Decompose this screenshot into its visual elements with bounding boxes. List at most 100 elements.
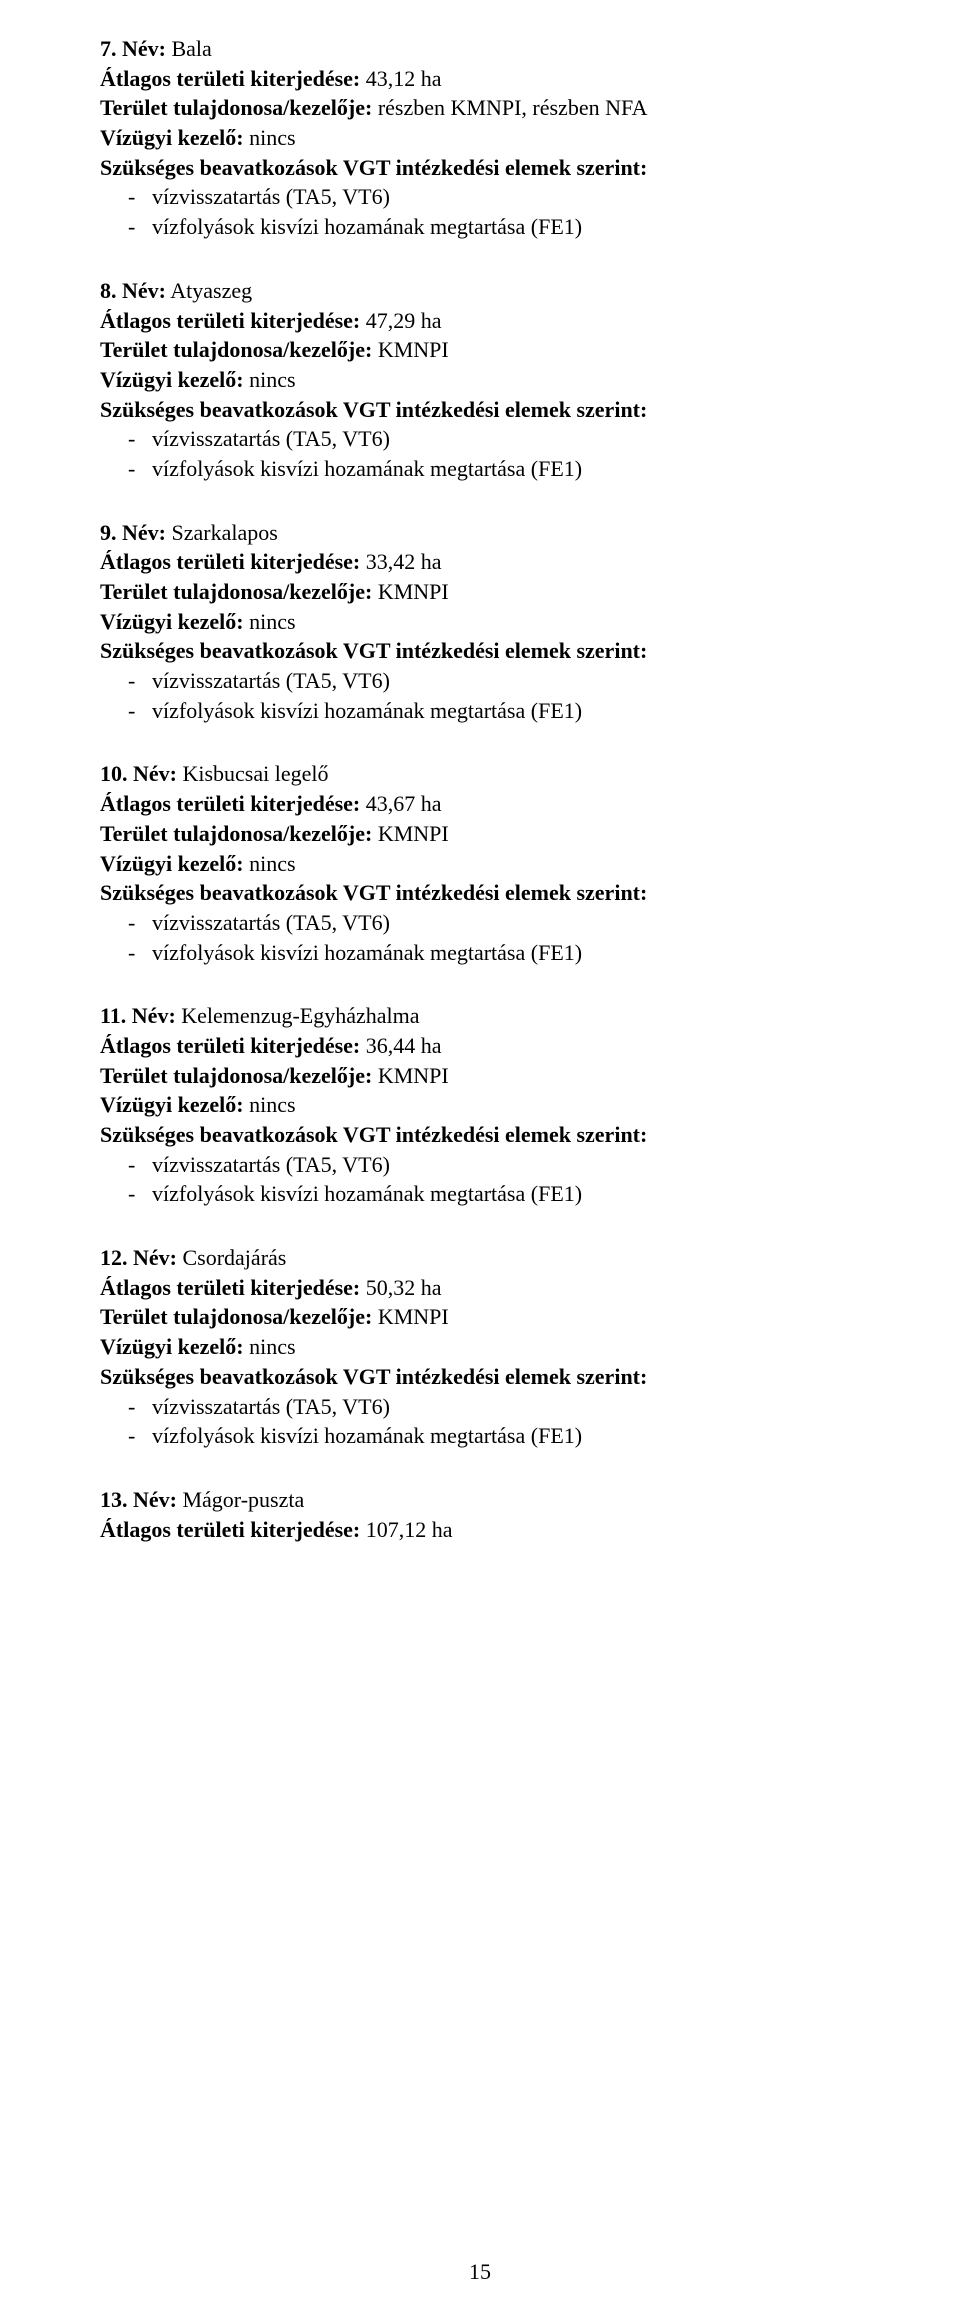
owner-label: Terület tulajdonosa/kezelője:: [100, 1304, 372, 1329]
name-value: Szarkalapos: [171, 520, 277, 545]
watermgr-line: Vízügyi kezelő: nincs: [100, 849, 860, 879]
watermgr-value: nincs: [249, 609, 295, 634]
interventions-list: vízvisszatartás (TA5, VT6) vízfolyások k…: [100, 182, 860, 241]
interventions-list: vízvisszatartás (TA5, VT6) vízfolyások k…: [100, 1392, 860, 1451]
entry-num: 13.: [100, 1487, 128, 1512]
watermgr-label: Vízügyi kezelő:: [100, 851, 244, 876]
owner-label: Terület tulajdonosa/kezelője:: [100, 95, 372, 120]
list-item: vízvisszatartás (TA5, VT6): [152, 1392, 860, 1422]
watermgr-label: Vízügyi kezelő:: [100, 1334, 244, 1359]
area-line: Átlagos területi kiterjedése: 43,12 ha: [100, 64, 860, 94]
area-label: Átlagos területi kiterjedése:: [100, 308, 360, 333]
owner-line: Terület tulajdonosa/kezelője: részben KM…: [100, 93, 860, 123]
name-line: 11. Név: Kelemenzug-Egyházhalma: [100, 1001, 860, 1031]
area-line: Átlagos területi kiterjedése: 36,44 ha: [100, 1031, 860, 1061]
interventions-list: vízvisszatartás (TA5, VT6) vízfolyások k…: [100, 1150, 860, 1209]
area-line: Átlagos területi kiterjedése: 43,67 ha: [100, 789, 860, 819]
interventions-list: vízvisszatartás (TA5, VT6) vízfolyások k…: [100, 908, 860, 967]
page: 7. Név: Bala Átlagos területi kiterjedés…: [0, 0, 960, 2315]
name-line: 8. Név: Atyaszeg: [100, 276, 860, 306]
name-label: Név:: [133, 1245, 177, 1270]
watermgr-value: nincs: [249, 125, 295, 150]
area-label: Átlagos területi kiterjedése:: [100, 1517, 360, 1542]
list-item: vízfolyások kisvízi hozamának megtartása…: [152, 1179, 860, 1209]
owner-line: Terület tulajdonosa/kezelője: KMNPI: [100, 335, 860, 365]
watermgr-label: Vízügyi kezelő:: [100, 1092, 244, 1117]
interventions-label: Szükséges beavatkozások VGT intézkedési …: [100, 636, 860, 666]
area-line: Átlagos területi kiterjedése: 107,12 ha: [100, 1515, 860, 1545]
area-label: Átlagos területi kiterjedése:: [100, 791, 360, 816]
entry: 13. Név: Mágor-puszta Átlagos területi k…: [100, 1485, 860, 1544]
watermgr-line: Vízügyi kezelő: nincs: [100, 123, 860, 153]
list-item: vízvisszatartás (TA5, VT6): [152, 1150, 860, 1180]
watermgr-value: nincs: [249, 851, 295, 876]
owner-label: Terület tulajdonosa/kezelője:: [100, 1063, 372, 1088]
name-line: 10. Név: Kisbucsai legelő: [100, 759, 860, 789]
list-item: vízfolyások kisvízi hozamának megtartása…: [152, 212, 860, 242]
owner-label: Terület tulajdonosa/kezelője:: [100, 579, 372, 604]
area-value: 47,29 ha: [366, 308, 442, 333]
watermgr-line: Vízügyi kezelő: nincs: [100, 1090, 860, 1120]
name-line: 12. Név: Csordajárás: [100, 1243, 860, 1273]
area-value: 107,12 ha: [366, 1517, 453, 1542]
entry-num: 11.: [100, 1003, 126, 1028]
list-item: vízvisszatartás (TA5, VT6): [152, 908, 860, 938]
entry: 10. Név: Kisbucsai legelő Átlagos terüle…: [100, 759, 860, 967]
list-item: vízvisszatartás (TA5, VT6): [152, 424, 860, 454]
name-label: Név:: [122, 520, 166, 545]
entry: 7. Név: Bala Átlagos területi kiterjedés…: [100, 34, 860, 242]
owner-value: KMNPI: [378, 1063, 449, 1088]
entry-num: 8.: [100, 278, 117, 303]
name-label: Név:: [133, 761, 177, 786]
name-value: Atyaszeg: [170, 278, 252, 303]
area-label: Átlagos területi kiterjedése:: [100, 549, 360, 574]
owner-label: Terület tulajdonosa/kezelője:: [100, 821, 372, 846]
owner-label: Terület tulajdonosa/kezelője:: [100, 337, 372, 362]
owner-value: KMNPI: [378, 1304, 449, 1329]
watermgr-value: nincs: [249, 367, 295, 392]
name-label: Név:: [132, 1003, 176, 1028]
name-value: Kelemenzug-Egyházhalma: [181, 1003, 419, 1028]
interventions-list: vízvisszatartás (TA5, VT6) vízfolyások k…: [100, 424, 860, 483]
watermgr-value: nincs: [249, 1334, 295, 1359]
list-item: vízvisszatartás (TA5, VT6): [152, 182, 860, 212]
area-line: Átlagos területi kiterjedése: 50,32 ha: [100, 1273, 860, 1303]
entry: 9. Név: Szarkalapos Átlagos területi kit…: [100, 518, 860, 726]
name-value: Mágor-puszta: [182, 1487, 304, 1512]
watermgr-line: Vízügyi kezelő: nincs: [100, 1332, 860, 1362]
owner-value: részben KMNPI, részben NFA: [378, 95, 648, 120]
list-item: vízfolyások kisvízi hozamának megtartása…: [152, 696, 860, 726]
interventions-label: Szükséges beavatkozások VGT intézkedési …: [100, 1120, 860, 1150]
area-value: 50,32 ha: [366, 1275, 442, 1300]
watermgr-line: Vízügyi kezelő: nincs: [100, 607, 860, 637]
area-value: 43,12 ha: [366, 66, 442, 91]
watermgr-value: nincs: [249, 1092, 295, 1117]
list-item: vízvisszatartás (TA5, VT6): [152, 666, 860, 696]
entry-num: 9.: [100, 520, 117, 545]
name-label: Név:: [133, 1487, 177, 1512]
interventions-list: vízvisszatartás (TA5, VT6) vízfolyások k…: [100, 666, 860, 725]
list-item: vízfolyások kisvízi hozamának megtartása…: [152, 938, 860, 968]
name-line: 7. Név: Bala: [100, 34, 860, 64]
entry-num: 10.: [100, 761, 128, 786]
name-value: Csordajárás: [182, 1245, 286, 1270]
area-value: 43,67 ha: [366, 791, 442, 816]
area-label: Átlagos területi kiterjedése:: [100, 1033, 360, 1058]
watermgr-label: Vízügyi kezelő:: [100, 125, 244, 150]
name-label: Név:: [122, 278, 166, 303]
list-item: vízfolyások kisvízi hozamának megtartása…: [152, 454, 860, 484]
area-label: Átlagos területi kiterjedése:: [100, 66, 360, 91]
entry: 12. Név: Csordajárás Átlagos területi ki…: [100, 1243, 860, 1451]
name-line: 9. Név: Szarkalapos: [100, 518, 860, 548]
owner-value: KMNPI: [378, 337, 449, 362]
owner-line: Terület tulajdonosa/kezelője: KMNPI: [100, 819, 860, 849]
interventions-label: Szükséges beavatkozások VGT intézkedési …: [100, 1362, 860, 1392]
interventions-label: Szükséges beavatkozások VGT intézkedési …: [100, 395, 860, 425]
page-number: 15: [0, 2259, 960, 2285]
name-line: 13. Név: Mágor-puszta: [100, 1485, 860, 1515]
name-label: Név:: [122, 36, 166, 61]
name-value: Kisbucsai legelő: [182, 761, 328, 786]
watermgr-label: Vízügyi kezelő:: [100, 609, 244, 634]
entry-num: 7.: [100, 36, 117, 61]
watermgr-label: Vízügyi kezelő:: [100, 367, 244, 392]
